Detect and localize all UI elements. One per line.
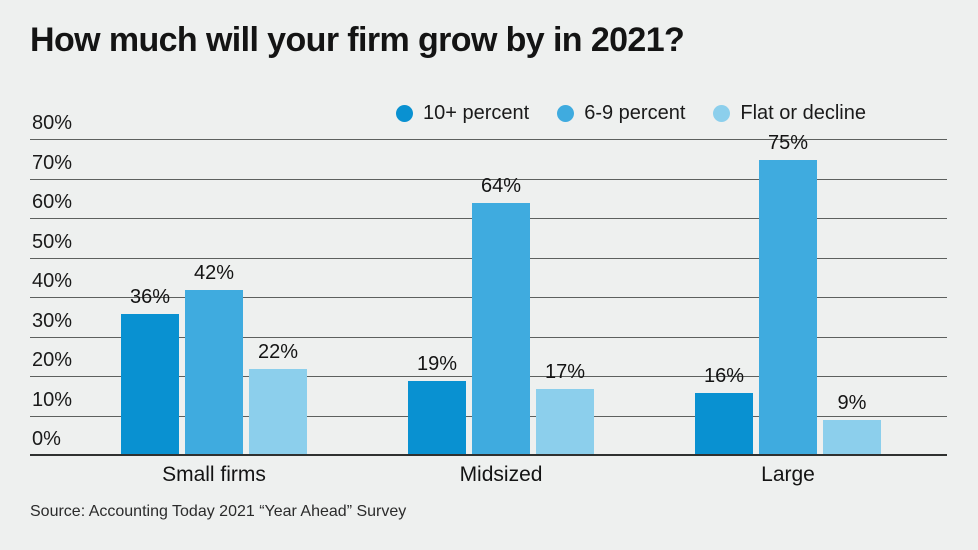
x-axis-label: Midsized — [459, 463, 543, 486]
legend-label: 6-9 percent — [584, 102, 686, 124]
legend-label: Flat or decline — [740, 102, 866, 124]
legend-dot-icon — [713, 105, 731, 122]
y-axis-tick: 20% — [32, 349, 73, 371]
bar — [759, 159, 817, 456]
gridline — [30, 139, 947, 140]
bar — [536, 388, 594, 456]
bar-value-label: 36% — [129, 285, 171, 308]
bar-value-label: 17% — [544, 360, 586, 383]
y-axis-tick: 30% — [32, 309, 73, 332]
y-axis-tick: 50% — [32, 230, 73, 253]
y-axis-tick: 10% — [32, 388, 73, 411]
bar — [695, 392, 753, 456]
bar-value-label: 9% — [837, 392, 867, 415]
x-axis-label: Large — [761, 463, 815, 486]
bar-value-label: 75% — [767, 131, 809, 154]
legend-item-10-plus-percent: 10+ percent — [396, 102, 529, 125]
y-axis-tick: 60% — [32, 191, 73, 213]
bar — [472, 203, 530, 456]
bar-group: 16% 75% 9% Large — [695, 132, 881, 486]
y-axis-tick: 70% — [32, 151, 73, 174]
bar — [121, 313, 179, 456]
bar-value-label: 16% — [703, 364, 745, 387]
legend-label: 10+ percent — [423, 102, 530, 124]
bar-value-label: 42% — [193, 262, 235, 285]
chart-title: How much will your firm grow by in 2021? — [30, 21, 685, 59]
y-axis-tick: 40% — [32, 270, 73, 292]
bar-group: 19% 64% 17% Midsized — [408, 140, 594, 486]
legend: 10+ percent 6-9 percent Flat or decline — [396, 102, 866, 125]
legend-item-flat-or-decline: Flat or decline — [713, 102, 866, 125]
bar — [249, 369, 307, 456]
bar — [408, 380, 466, 456]
source-note: Source: Accounting Today 2021 “Year Ahea… — [30, 503, 407, 520]
legend-dot-icon — [396, 105, 413, 122]
bar-value-label: 19% — [416, 352, 458, 375]
legend-item-6-9-percent: 6-9 percent — [557, 102, 685, 125]
plot-area: 0% 10% 20% 30% 40% 50% 60% 70% 80% 36% 42% 22% Small… — [30, 112, 947, 486]
bar — [823, 420, 881, 456]
y-axis-tick: 80% — [32, 112, 73, 134]
x-axis-line — [30, 454, 947, 456]
bar-group: 36% 42% 22% Small firms — [121, 140, 307, 486]
bar-value-label: 22% — [257, 341, 299, 364]
bar-value-label: 64% — [480, 175, 522, 198]
bar — [185, 290, 243, 456]
y-axis-tick: 0% — [32, 428, 61, 450]
legend-dot-icon — [557, 105, 575, 122]
x-axis-label: Small firms — [162, 463, 266, 486]
gridline — [30, 178, 947, 180]
